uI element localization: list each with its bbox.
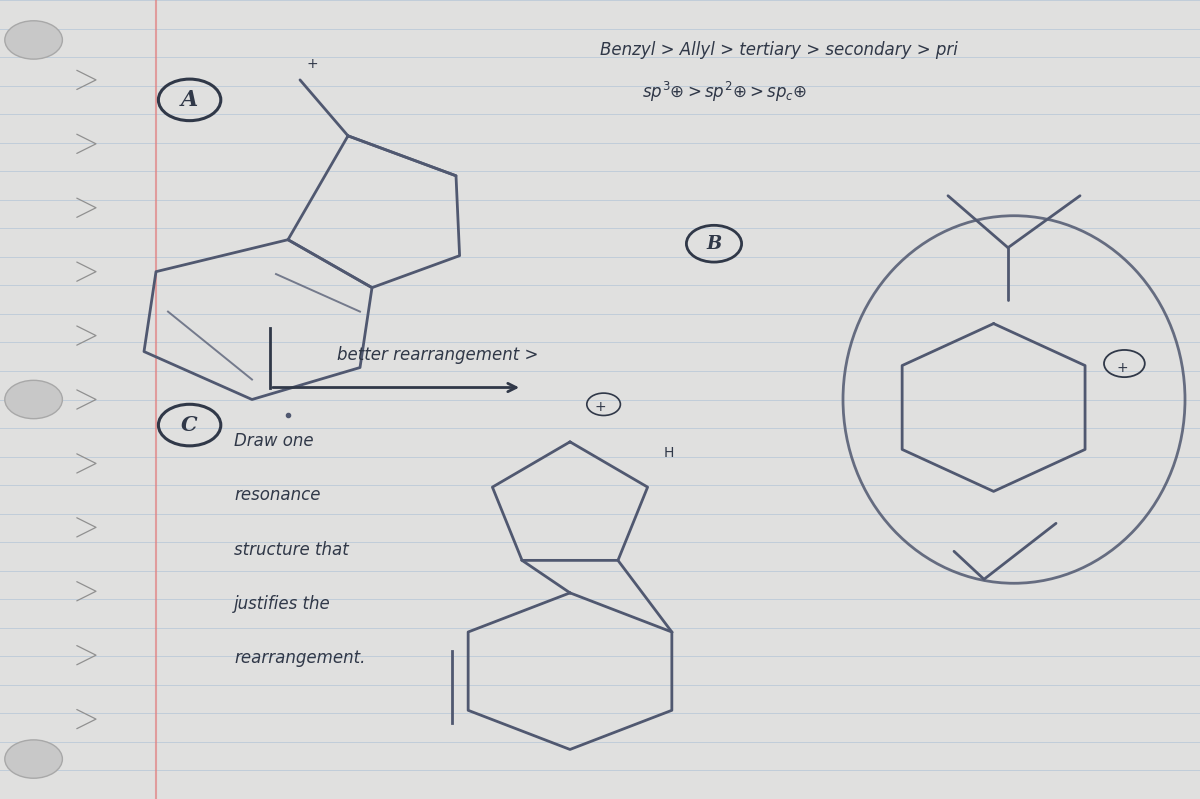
Text: resonance: resonance <box>234 487 320 504</box>
Circle shape <box>5 21 62 59</box>
Text: better rearrangement >: better rearrangement > <box>337 345 539 364</box>
Text: +: + <box>594 400 606 415</box>
Text: A: A <box>181 89 198 111</box>
Text: B: B <box>707 235 721 252</box>
Text: structure that: structure that <box>234 541 349 559</box>
Circle shape <box>5 380 62 419</box>
Text: rearrangement.: rearrangement. <box>234 650 365 667</box>
Circle shape <box>5 740 62 778</box>
Text: +: + <box>1116 360 1128 375</box>
Text: Benzyl > Allyl > tertiary > secondary > pri: Benzyl > Allyl > tertiary > secondary > … <box>600 41 958 58</box>
Text: C: C <box>181 415 198 435</box>
Text: justifies the: justifies the <box>234 595 331 613</box>
Text: $sp^3\mathregular{\oplus} > sp^2\mathregular{\oplus} > sp_c\mathregular{\oplus}$: $sp^3\mathregular{\oplus} > sp^2\mathreg… <box>642 80 808 104</box>
Text: H: H <box>664 446 673 460</box>
FancyArrowPatch shape <box>272 384 516 392</box>
Text: Draw one: Draw one <box>234 432 313 450</box>
Text: +: + <box>306 57 318 71</box>
